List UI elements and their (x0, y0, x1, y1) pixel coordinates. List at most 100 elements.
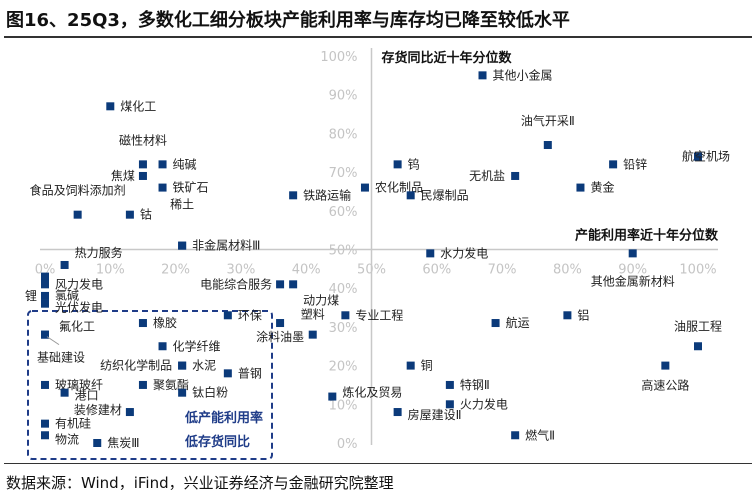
data-point (609, 160, 618, 169)
point-label: 稀土 (170, 198, 194, 212)
y-tick-label: 40% (329, 282, 358, 297)
point-label: 玻璃玻纤 (55, 378, 103, 392)
data-point (308, 330, 317, 339)
data-point (360, 183, 369, 192)
data-point (563, 311, 572, 320)
point-label: 电能综合服务 (200, 276, 272, 291)
y-tick-label: 50% (329, 244, 358, 259)
point-label: 油气开采Ⅱ (521, 113, 575, 128)
point-label: 焦炭Ⅲ (107, 436, 139, 450)
point-label: 无机盐 (469, 169, 505, 183)
data-point (41, 330, 49, 339)
data-point (138, 171, 147, 180)
data-point (223, 369, 232, 378)
point-label: 化学纤维 (173, 338, 221, 353)
point-label: 农化制品 (375, 181, 423, 195)
point-label: 铜 (421, 358, 433, 373)
point-label: 涂料油墨 (256, 329, 304, 344)
data-point (406, 191, 415, 200)
title-divider (4, 36, 752, 38)
point-label: 钨 (408, 156, 420, 171)
point-label: 磁性材料 (119, 132, 167, 147)
data-point (158, 183, 167, 192)
point-label: 火力发电 (460, 396, 508, 411)
data-point (628, 249, 637, 258)
point-label: 其他金属新材料 (591, 273, 675, 288)
data-point (406, 361, 415, 370)
data-point (289, 280, 298, 289)
point-label: 港口 (75, 389, 99, 403)
data-point (41, 291, 49, 300)
point-label: 钛白粉 (192, 385, 228, 400)
point-label: 氯碱 (55, 288, 79, 302)
figure-title: 图16、25Q3，多数化工细分板块产能利用率与库存均已降至较低水平 (6, 10, 570, 31)
point-label: 锂 (25, 288, 37, 303)
x-tick-label: 40% (292, 263, 321, 278)
data-point (106, 102, 115, 111)
point-label: 专业工程 (355, 307, 403, 322)
point-label: 铁矿石 (173, 181, 209, 195)
point-label: 光伏发电 (55, 300, 103, 315)
x-tick-label: 20% (161, 263, 190, 278)
data-point (576, 183, 585, 192)
point-label: 物流 (55, 432, 79, 446)
point-label: 水泥 (192, 359, 216, 373)
highlight-label: 低存货同比 (184, 434, 250, 450)
data-point (41, 272, 49, 281)
y-tick-label: 10% (329, 398, 358, 413)
point-label: 焦煤 (111, 169, 135, 183)
highlight-label: 低产能利用率 (184, 410, 263, 426)
data-point (178, 388, 187, 397)
y-axis-title: 存货同比近十年分位数 (382, 50, 513, 66)
x-tick-label: 80% (553, 263, 582, 278)
highlight-region-box (27, 310, 273, 460)
point-label: 航运 (506, 315, 530, 330)
y-tick-label: 0% (337, 437, 358, 452)
data-point (276, 280, 285, 289)
y-tick-label: 90% (329, 89, 358, 104)
point-label: 热力服务 (75, 245, 123, 260)
y-tick-label: 30% (329, 321, 358, 336)
point-label: 有机硅 (55, 417, 91, 431)
point-label: 高速公路 (641, 378, 689, 393)
point-label: 纯碱 (173, 157, 197, 171)
data-point (60, 260, 69, 269)
y-tick-label: 80% (329, 127, 358, 142)
data-point (511, 431, 520, 440)
data-point (694, 152, 702, 161)
footer-divider (4, 463, 752, 464)
leader-line (46, 336, 60, 346)
y-tick-label: 100% (320, 50, 357, 65)
data-point (445, 380, 454, 389)
point-label: 炼化及贸易 (342, 385, 402, 400)
x-tick-label: 90% (618, 263, 647, 278)
point-label: 动力煤 (303, 293, 339, 307)
data-point (328, 392, 337, 401)
data-point (158, 342, 167, 351)
point-label: 纺织化学制品 (100, 358, 172, 373)
data-point (158, 160, 167, 169)
data-source: 数据来源：Wind，iFind，兴业证券经济与金融研究院整理 (6, 474, 394, 492)
point-label: 橡胶 (153, 315, 177, 330)
y-tick-label: 70% (329, 166, 358, 181)
x-tick-label: 70% (488, 263, 517, 278)
point-label: 特钢Ⅱ (460, 377, 490, 392)
x-tick-label: 60% (422, 263, 451, 278)
x-tick-label: 30% (226, 263, 255, 278)
point-label: 氟化工 (59, 320, 95, 334)
data-point (393, 160, 402, 169)
data-point (125, 210, 134, 219)
point-label: 基础建设 (37, 351, 85, 365)
data-point (511, 171, 520, 180)
data-point (41, 419, 49, 428)
point-label: 水力发电 (440, 245, 488, 260)
data-point (178, 361, 187, 370)
point-label: 环保 (238, 308, 262, 322)
data-point (138, 380, 147, 389)
point-label: 民爆制品 (421, 188, 469, 202)
point-label: 房屋建设Ⅱ (408, 407, 462, 422)
data-point (393, 408, 402, 417)
point-label: 其他小金属 (493, 67, 553, 82)
